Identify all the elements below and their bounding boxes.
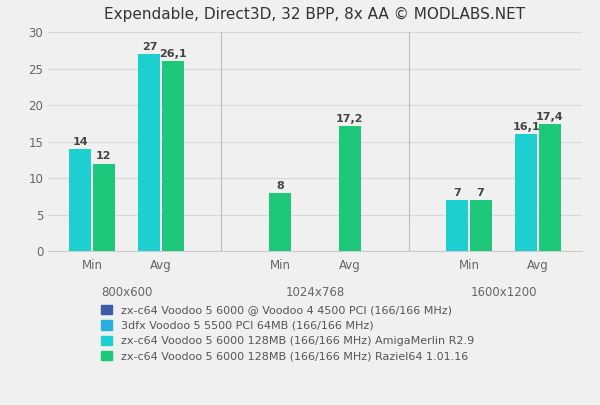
Text: 27: 27 [142,42,157,52]
Text: 14: 14 [73,137,88,147]
Bar [70,149,91,251]
Text: 1024x768: 1024x768 [286,286,344,299]
Bar [515,134,538,251]
Text: 16,1: 16,1 [512,122,540,132]
Text: 8: 8 [277,181,284,191]
Bar [162,61,184,251]
Bar [92,164,115,251]
Text: 7: 7 [454,188,461,198]
Bar [338,126,361,251]
Bar [269,193,292,251]
Text: 17,4: 17,4 [536,112,563,122]
Text: 800x600: 800x600 [101,286,152,299]
Bar [539,124,560,251]
Text: 17,2: 17,2 [336,113,364,124]
Bar [139,54,160,251]
Text: 7: 7 [476,188,484,198]
Legend: zx-c64 Voodoo 5 6000 @ Voodoo 4 4500 PCI (166/166 MHz), 3dfx Voodoo 5 5500 PCI 6: zx-c64 Voodoo 5 6000 @ Voodoo 4 4500 PCI… [96,301,478,366]
Bar [470,200,491,251]
Text: 26,1: 26,1 [159,49,187,59]
Text: 12: 12 [96,151,112,162]
Text: 1600x1200: 1600x1200 [470,286,537,299]
Bar [446,200,468,251]
Title: Expendable, Direct3D, 32 BPP, 8x AA © MODLABS.NET: Expendable, Direct3D, 32 BPP, 8x AA © MO… [104,6,526,21]
